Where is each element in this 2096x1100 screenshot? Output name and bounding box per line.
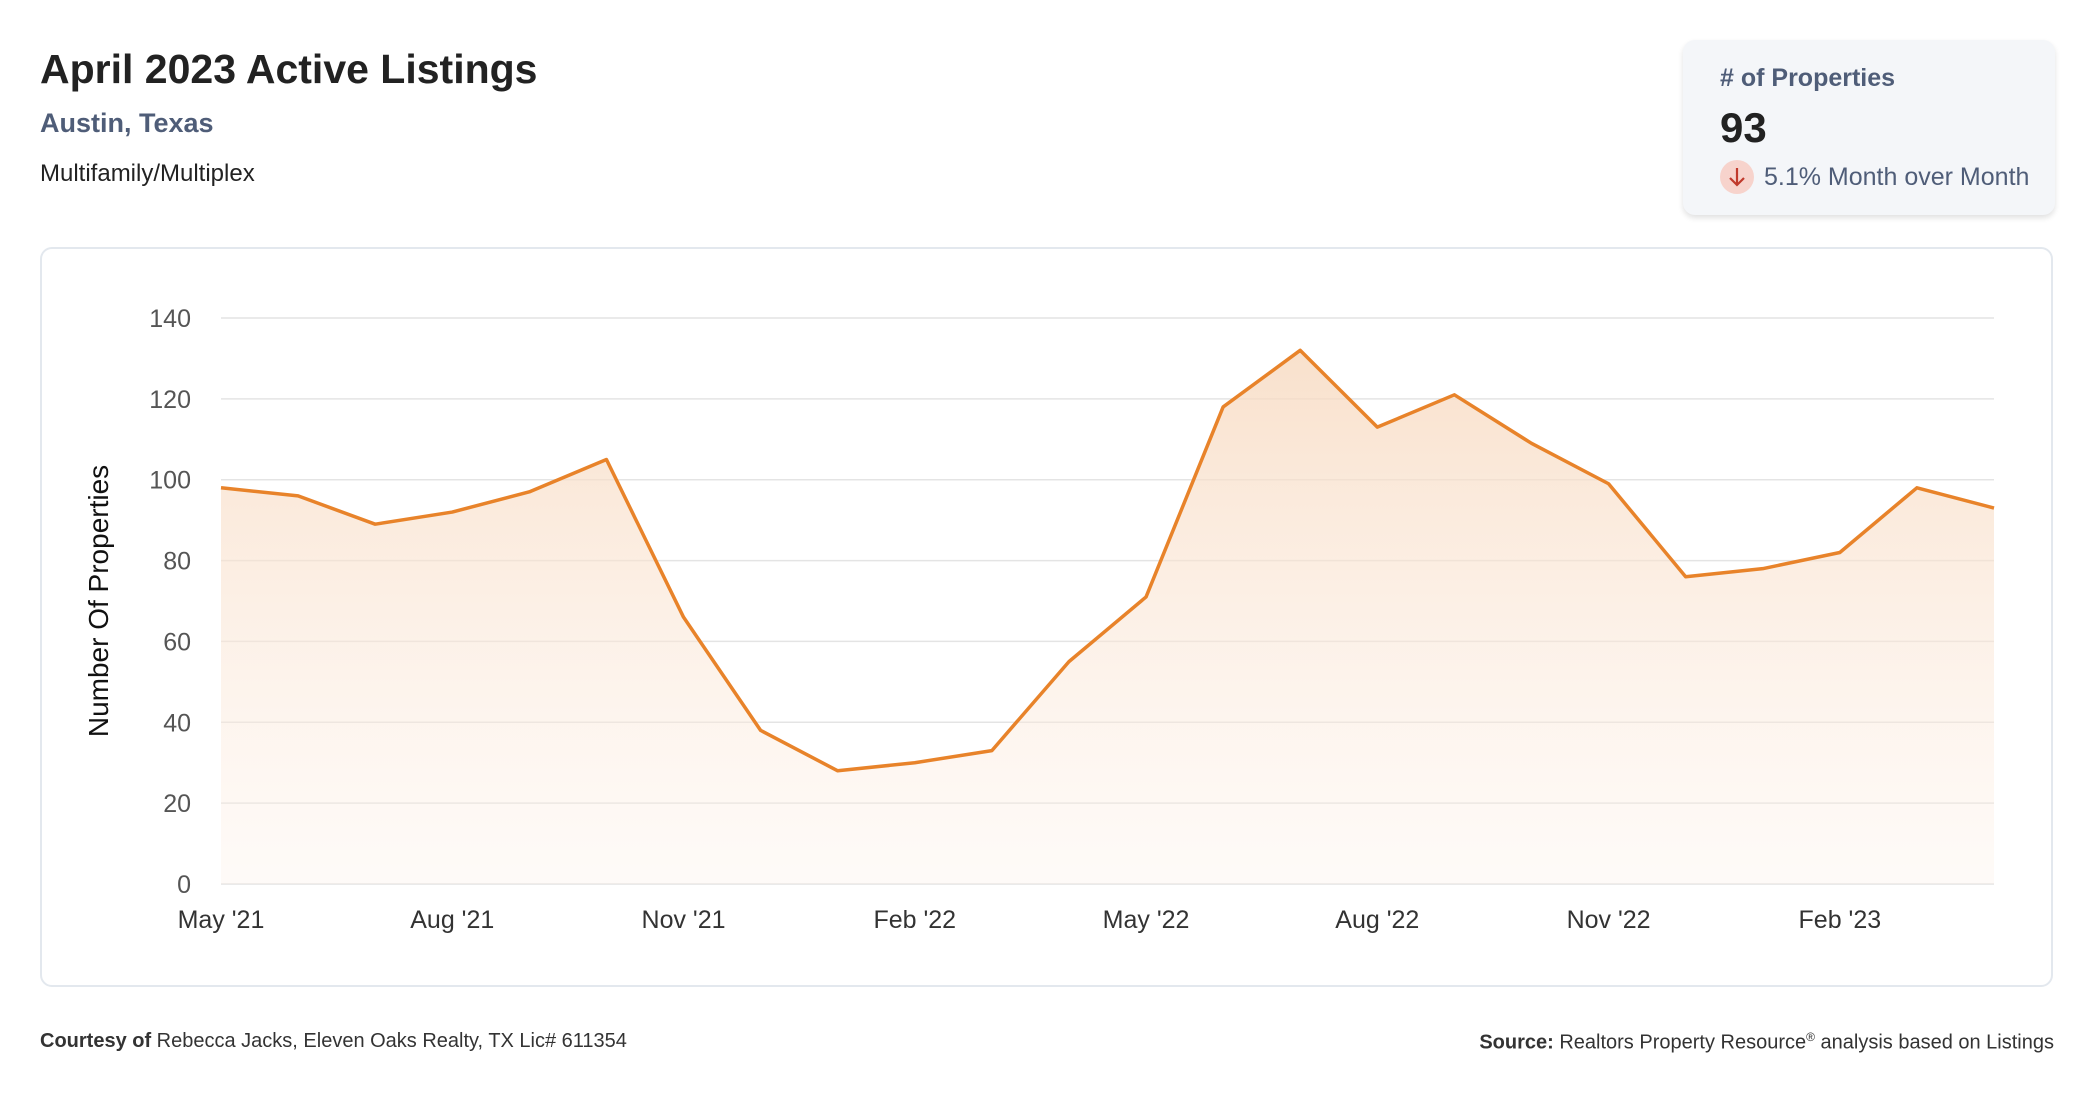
x-tick-label: May '22: [1103, 906, 1190, 934]
location: Austin, Texas: [40, 108, 214, 138]
courtesy-text: Rebecca Jacks, Eleven Oaks Realty, TX Li…: [151, 1030, 627, 1052]
x-tick-label: Aug '21: [410, 906, 494, 934]
y-tick-label: 100: [149, 467, 191, 495]
property-type: Multifamily/Multiplex: [40, 160, 255, 187]
y-tick-label: 140: [149, 305, 191, 333]
series-line: [220, 348, 1995, 773]
y-tick-label: 0: [177, 871, 191, 899]
y-tick-label: 80: [163, 548, 191, 576]
x-tick-label: Feb '23: [1799, 906, 1882, 934]
courtesy: Courtesy of Rebecca Jacks, Eleven Oaks R…: [40, 1030, 627, 1053]
y-tick-label: 60: [163, 628, 191, 656]
source-label: Source:: [1479, 1031, 1554, 1054]
x-tick-label: Aug '22: [1335, 906, 1419, 934]
change-text: 5.1% Month over Month: [1764, 162, 2030, 191]
source-text: Realtors Property Resource: [1553, 1031, 1807, 1054]
source: Source: Realtors Property Resource® anal…: [1479, 1030, 2054, 1055]
chart-container: [40, 247, 2053, 987]
x-tick-label: May '21: [178, 906, 265, 934]
registered-mark: ®: [1806, 1030, 1815, 1044]
x-tick-label: Nov '22: [1567, 906, 1651, 934]
arrow-down-icon: [1720, 160, 1754, 194]
summary-change: 5.1% Month over Month: [1720, 160, 2029, 194]
y-tick-label: 120: [149, 386, 191, 414]
summary-card: # of Properties 93 5.1% Month over Month: [1683, 40, 2055, 215]
y-axis-label: Number Of Properties: [83, 465, 114, 737]
y-tick-label: 40: [163, 709, 191, 737]
line-chart: 0 20 40 60 80 100 120 140 May '21 Aug '21 Nov '21 F…: [83, 305, 1995, 934]
area-fill: [221, 350, 1994, 884]
x-tick-label: Feb '22: [873, 906, 956, 934]
summary-label: # of Properties: [1720, 64, 1896, 92]
page-title: April 2023 Active Listings: [40, 46, 538, 92]
x-tick-label: Nov '21: [642, 906, 726, 934]
courtesy-label: Courtesy of: [40, 1030, 152, 1052]
summary-value: 93: [1720, 104, 1767, 151]
y-tick-label: 20: [163, 790, 191, 818]
source-suffix: analysis based on Listings: [1814, 1031, 2055, 1054]
